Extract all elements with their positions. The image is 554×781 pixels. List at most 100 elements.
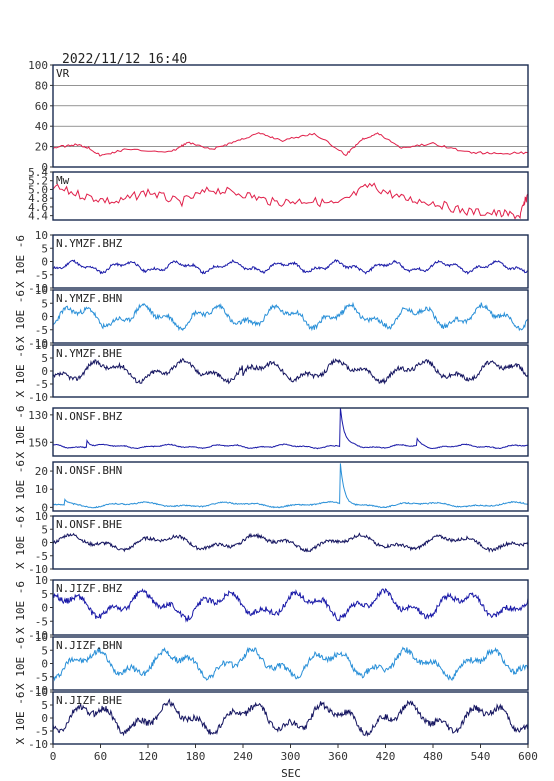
y-tick-label: 150 [28, 436, 48, 449]
panel-frame [52, 636, 529, 691]
panel-frame [52, 691, 529, 745]
chart-panels: VR020406080100Mw4.44.64.85.05.25.4N.YMZF… [14, 59, 538, 763]
y-tick-label: -10 [28, 738, 48, 751]
x-axis: 0 60 120 180 240 300 360 420 480 540 600 [50, 744, 538, 763]
y-axis-label: X 10E -6 [14, 345, 27, 398]
y-tick-label: 5.4 [28, 166, 48, 179]
panel-label: N.YMZF.BHE [56, 347, 122, 360]
series-line [52, 259, 529, 275]
y-tick-label: 130 [28, 409, 48, 422]
y-tick-label: -5 [35, 725, 48, 738]
series-line [52, 407, 529, 450]
y-tick-label: 20 [35, 141, 48, 154]
series-line [52, 532, 529, 553]
series-line [52, 357, 529, 385]
x-tick-label: 360 [328, 750, 348, 763]
y-tick-label: 5 [41, 242, 48, 255]
panel-frame [52, 407, 529, 457]
y-axis-label: X 10E -6 [14, 235, 27, 288]
panel-label: N.YMZF.BHZ [56, 237, 123, 250]
y-tick-label: 0 [41, 161, 48, 174]
y-tick-label: -5 [35, 378, 48, 391]
series-line [52, 646, 529, 682]
y-tick-label: -10 [28, 282, 48, 295]
y-tick-label: -5 [35, 615, 48, 628]
panel-label: VR [56, 67, 70, 80]
panel-label: N.YMZF.BHN [56, 292, 122, 305]
panel-frame [52, 171, 529, 221]
y-tick-label: 5 [41, 699, 48, 712]
y-axis-label: X 10E -6 [14, 290, 27, 343]
y-tick-label: 5 [41, 297, 48, 310]
y-tick-label: 0 [41, 365, 48, 378]
y-tick-label: 0 [41, 712, 48, 725]
panel-label: N.ONSF.BHE [56, 518, 122, 531]
panel-label: N.ONSF.BHN [56, 464, 122, 477]
y-tick-label: 0 [41, 256, 48, 269]
y-tick-label: 0 [41, 658, 48, 671]
y-tick-label: 0 [41, 537, 48, 550]
y-tick-label: -10 [28, 337, 48, 350]
y-axis-label: X 10E -6 [14, 460, 27, 513]
y-tick-label: 0 [41, 602, 48, 615]
x-tick-label: 600 [518, 750, 538, 763]
y-tick-label: -10 [28, 629, 48, 642]
y-tick-label: 4.8 [28, 192, 48, 205]
y-tick-label: 40 [35, 120, 48, 133]
y-tick-label: 5.2 [28, 175, 48, 188]
panel-frame [52, 289, 529, 344]
panel-label: N.JIZF.BHN [56, 639, 122, 652]
y-tick-label: 5 [41, 352, 48, 365]
y-tick-label: -10 [28, 684, 48, 697]
y-tick-label: 10 [35, 510, 48, 523]
y-tick-label: 0 [41, 501, 48, 514]
y-axis-label: X 10E -6 [14, 581, 27, 634]
y-tick-label: 0 [41, 311, 48, 324]
y-tick-label: -5 [35, 550, 48, 563]
y-tick-label: 10 [35, 631, 48, 644]
y-tick-label: 10 [35, 686, 48, 699]
y-tick-label: 5 [41, 644, 48, 657]
panel-frame [52, 64, 529, 168]
y-tick-label: 10 [35, 574, 48, 587]
series-line [52, 698, 529, 738]
x-tick-label: 60 [94, 750, 107, 763]
panel-vr: VR 0 20 40 60 80 100 [28, 59, 529, 174]
series-line [52, 182, 529, 220]
panel-label: Mw [56, 174, 70, 187]
panel-frame [52, 515, 529, 570]
panel-label: N.JIZF.BHZ [56, 582, 123, 595]
panel-frame [52, 234, 529, 289]
y-tick-label: 5.0 [28, 183, 48, 196]
series-line [53, 463, 529, 509]
panel-frame [52, 461, 529, 512]
y-tick-label: 4.6 [28, 201, 48, 214]
y-tick-label: -5 [35, 324, 48, 337]
y-tick-label: 4.4 [28, 210, 48, 223]
x-tick-label: 480 [423, 750, 443, 763]
x-axis-label: SEC [281, 767, 301, 780]
y-tick-label: 60 [35, 100, 48, 113]
y-tick-label: -10 [28, 391, 48, 404]
y-tick-label: 10 [35, 229, 48, 242]
x-tick-label: 300 [281, 750, 301, 763]
y-tick-label: -5 [35, 269, 48, 282]
y-axis-label: X 10E -6 [14, 692, 27, 745]
panel-n-onsf-bhn: N.ONSF.BHN 0 10 20 X 10E -6 [14, 460, 529, 514]
y-axis-label: X 10E -6 [14, 406, 27, 459]
timestamp: 2022/11/12 16:40 [62, 52, 187, 67]
x-tick-label: 0 [50, 750, 57, 763]
y-tick-label: 20 [35, 465, 48, 478]
panel-label: N.ONSF.BHZ [56, 410, 123, 423]
y-axis-label: X 10E -6 [14, 637, 27, 690]
panel-frame [52, 344, 529, 398]
series-line [52, 301, 529, 332]
y-axis-label: X 10E -6 [14, 516, 27, 569]
